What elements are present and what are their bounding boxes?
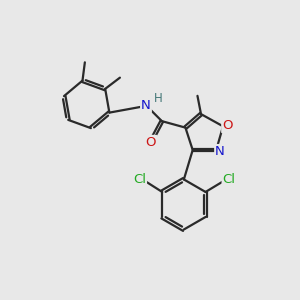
Text: H: H: [153, 92, 162, 105]
Text: Cl: Cl: [223, 173, 236, 186]
Text: Cl: Cl: [133, 173, 146, 186]
Text: O: O: [222, 119, 233, 132]
Text: N: N: [215, 145, 225, 158]
Text: N: N: [141, 99, 151, 112]
Text: O: O: [146, 136, 156, 149]
